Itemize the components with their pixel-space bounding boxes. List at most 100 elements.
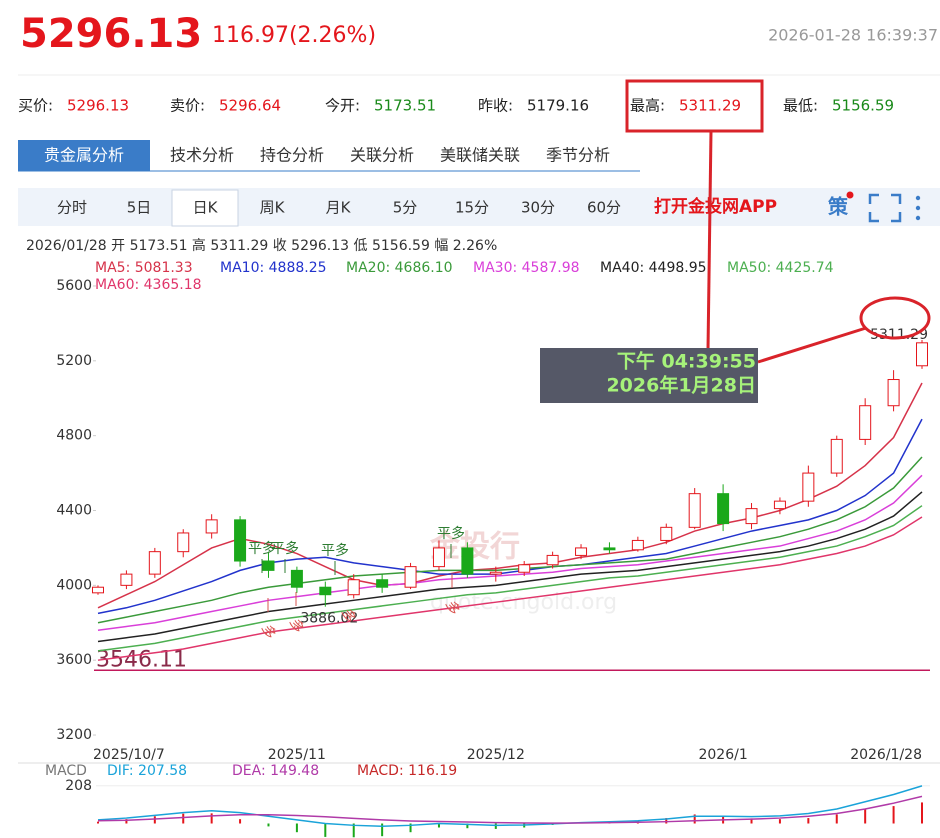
macd-bar <box>437 823 440 828</box>
y-tick-label: 4800 <box>56 428 92 444</box>
tab[interactable]: 季节分析 <box>546 146 610 165</box>
candle-body <box>603 547 616 551</box>
quote-value: 5311.29 <box>679 97 741 115</box>
ma-legend: MA30: 4587.98 <box>473 260 580 276</box>
macd-line <box>97 795 923 824</box>
candle-body <box>518 564 531 573</box>
period-tab[interactable]: 60分 <box>587 199 621 217</box>
annotation-line <box>757 326 867 364</box>
ma-line <box>97 474 923 631</box>
timestamp: 2026-01-28 16:39:37 <box>768 26 938 45</box>
app-link[interactable]: 打开金投网APP <box>654 196 777 217</box>
candle-body <box>234 519 247 562</box>
quote-label: 卖价: <box>170 97 205 115</box>
tab[interactable]: 关联分析 <box>350 146 414 165</box>
macd-bar <box>864 809 867 824</box>
period-tab[interactable]: 日K <box>193 199 219 217</box>
quote-label: 最高: <box>630 97 665 115</box>
candle-body <box>802 472 815 502</box>
quote-value: 5179.16 <box>527 97 589 115</box>
menu-dot <box>915 205 921 211</box>
quote-label: 今开: <box>325 97 360 115</box>
quote-value: 5156.59 <box>832 97 894 115</box>
candle-body <box>489 571 502 575</box>
reference-label: 3546.11 <box>96 647 187 672</box>
candle-body <box>262 560 275 571</box>
macd-bar <box>381 823 384 837</box>
macd-bar <box>835 814 838 824</box>
candle-body <box>120 573 133 586</box>
macd-bar <box>778 819 781 824</box>
period-tab[interactable]: 5日 <box>127 199 152 217</box>
x-tick-label: 2025/10/7 <box>93 747 165 763</box>
macd-bar <box>295 823 298 833</box>
signal: 多 <box>286 616 307 635</box>
candle-body <box>319 586 332 596</box>
macd-bar <box>97 821 99 824</box>
macd-bar <box>693 814 696 824</box>
period-tab[interactable]: 分时 <box>57 199 87 217</box>
y-tick-label: 3200 <box>56 727 92 743</box>
candle-body <box>177 532 190 553</box>
strategy-icon[interactable]: 策 <box>828 195 849 219</box>
ma-line <box>97 516 923 661</box>
period-tab[interactable]: 15分 <box>455 199 489 217</box>
tab[interactable]: 技术分析 <box>170 146 234 165</box>
ohlc-line: 2026/01/28 开 5173.51 高 5311.29 收 5296.13… <box>26 237 497 254</box>
signal: 多 <box>258 622 279 641</box>
macd-bar <box>210 813 213 824</box>
signal: 平多 <box>321 542 349 559</box>
period-tab[interactable]: 周K <box>260 199 286 217</box>
tab[interactable]: 贵金属分析 <box>44 146 124 165</box>
candle-body <box>92 586 104 594</box>
macd-bar <box>750 818 753 824</box>
tab[interactable]: 持仓分析 <box>260 146 324 165</box>
ma-line <box>97 505 923 652</box>
menu-dot <box>915 215 921 221</box>
macd-legend: DEA: 149.48 <box>232 763 319 779</box>
y-tick-label: 5200 <box>56 353 92 369</box>
menu-dot <box>915 195 921 201</box>
low-label: 3886.02 <box>300 611 358 627</box>
candle-body <box>631 539 644 551</box>
candle-body <box>290 569 303 588</box>
candle-body <box>773 500 786 510</box>
macd-legend: DIF: 207.58 <box>107 763 187 779</box>
candle-body <box>660 526 673 541</box>
y-tick-label: 4400 <box>56 503 92 519</box>
macd-bar <box>807 818 810 824</box>
fullscreen-icon[interactable] <box>868 193 902 223</box>
macd-bar <box>153 816 156 824</box>
candle-body <box>745 508 758 525</box>
period-tab[interactable]: 月K <box>326 199 352 217</box>
high-label: 5311.29 <box>870 327 928 343</box>
ma-legend: MA40: 4498.95 <box>600 260 707 276</box>
x-tick-label: 2026/1/28 <box>850 747 922 763</box>
macd-bar <box>466 823 469 829</box>
candle-body <box>148 551 161 575</box>
period-tab[interactable]: 30分 <box>521 199 555 217</box>
candle-body <box>347 579 360 596</box>
tooltip-date: 2026年1月28日 <box>606 374 756 397</box>
candle-body <box>404 566 417 588</box>
macd-bar <box>324 823 327 837</box>
ma-line <box>97 456 923 624</box>
annotation-line <box>706 130 713 351</box>
x-tick-label: 2025/11 <box>268 747 326 763</box>
y-tick-label: 208 <box>65 778 92 794</box>
tooltip-time: 下午 04:39:55 <box>617 350 756 373</box>
tooltip-bg <box>540 348 758 403</box>
macd-title: MACD <box>45 763 87 779</box>
ma-line <box>97 382 923 609</box>
period-tab[interactable]: 5分 <box>393 199 418 217</box>
candle-body <box>546 554 559 566</box>
macd-bar <box>182 813 185 824</box>
signal: 多 <box>442 598 463 617</box>
tab[interactable]: 美联储关联 <box>440 146 520 165</box>
highlight-box <box>625 79 764 133</box>
candle-body <box>376 579 389 588</box>
y-tick-label: 5600 <box>56 278 92 294</box>
ma-legend: MA5: 5081.33 <box>95 260 193 276</box>
candle-body <box>432 547 445 568</box>
tab-active-bg <box>18 140 150 171</box>
